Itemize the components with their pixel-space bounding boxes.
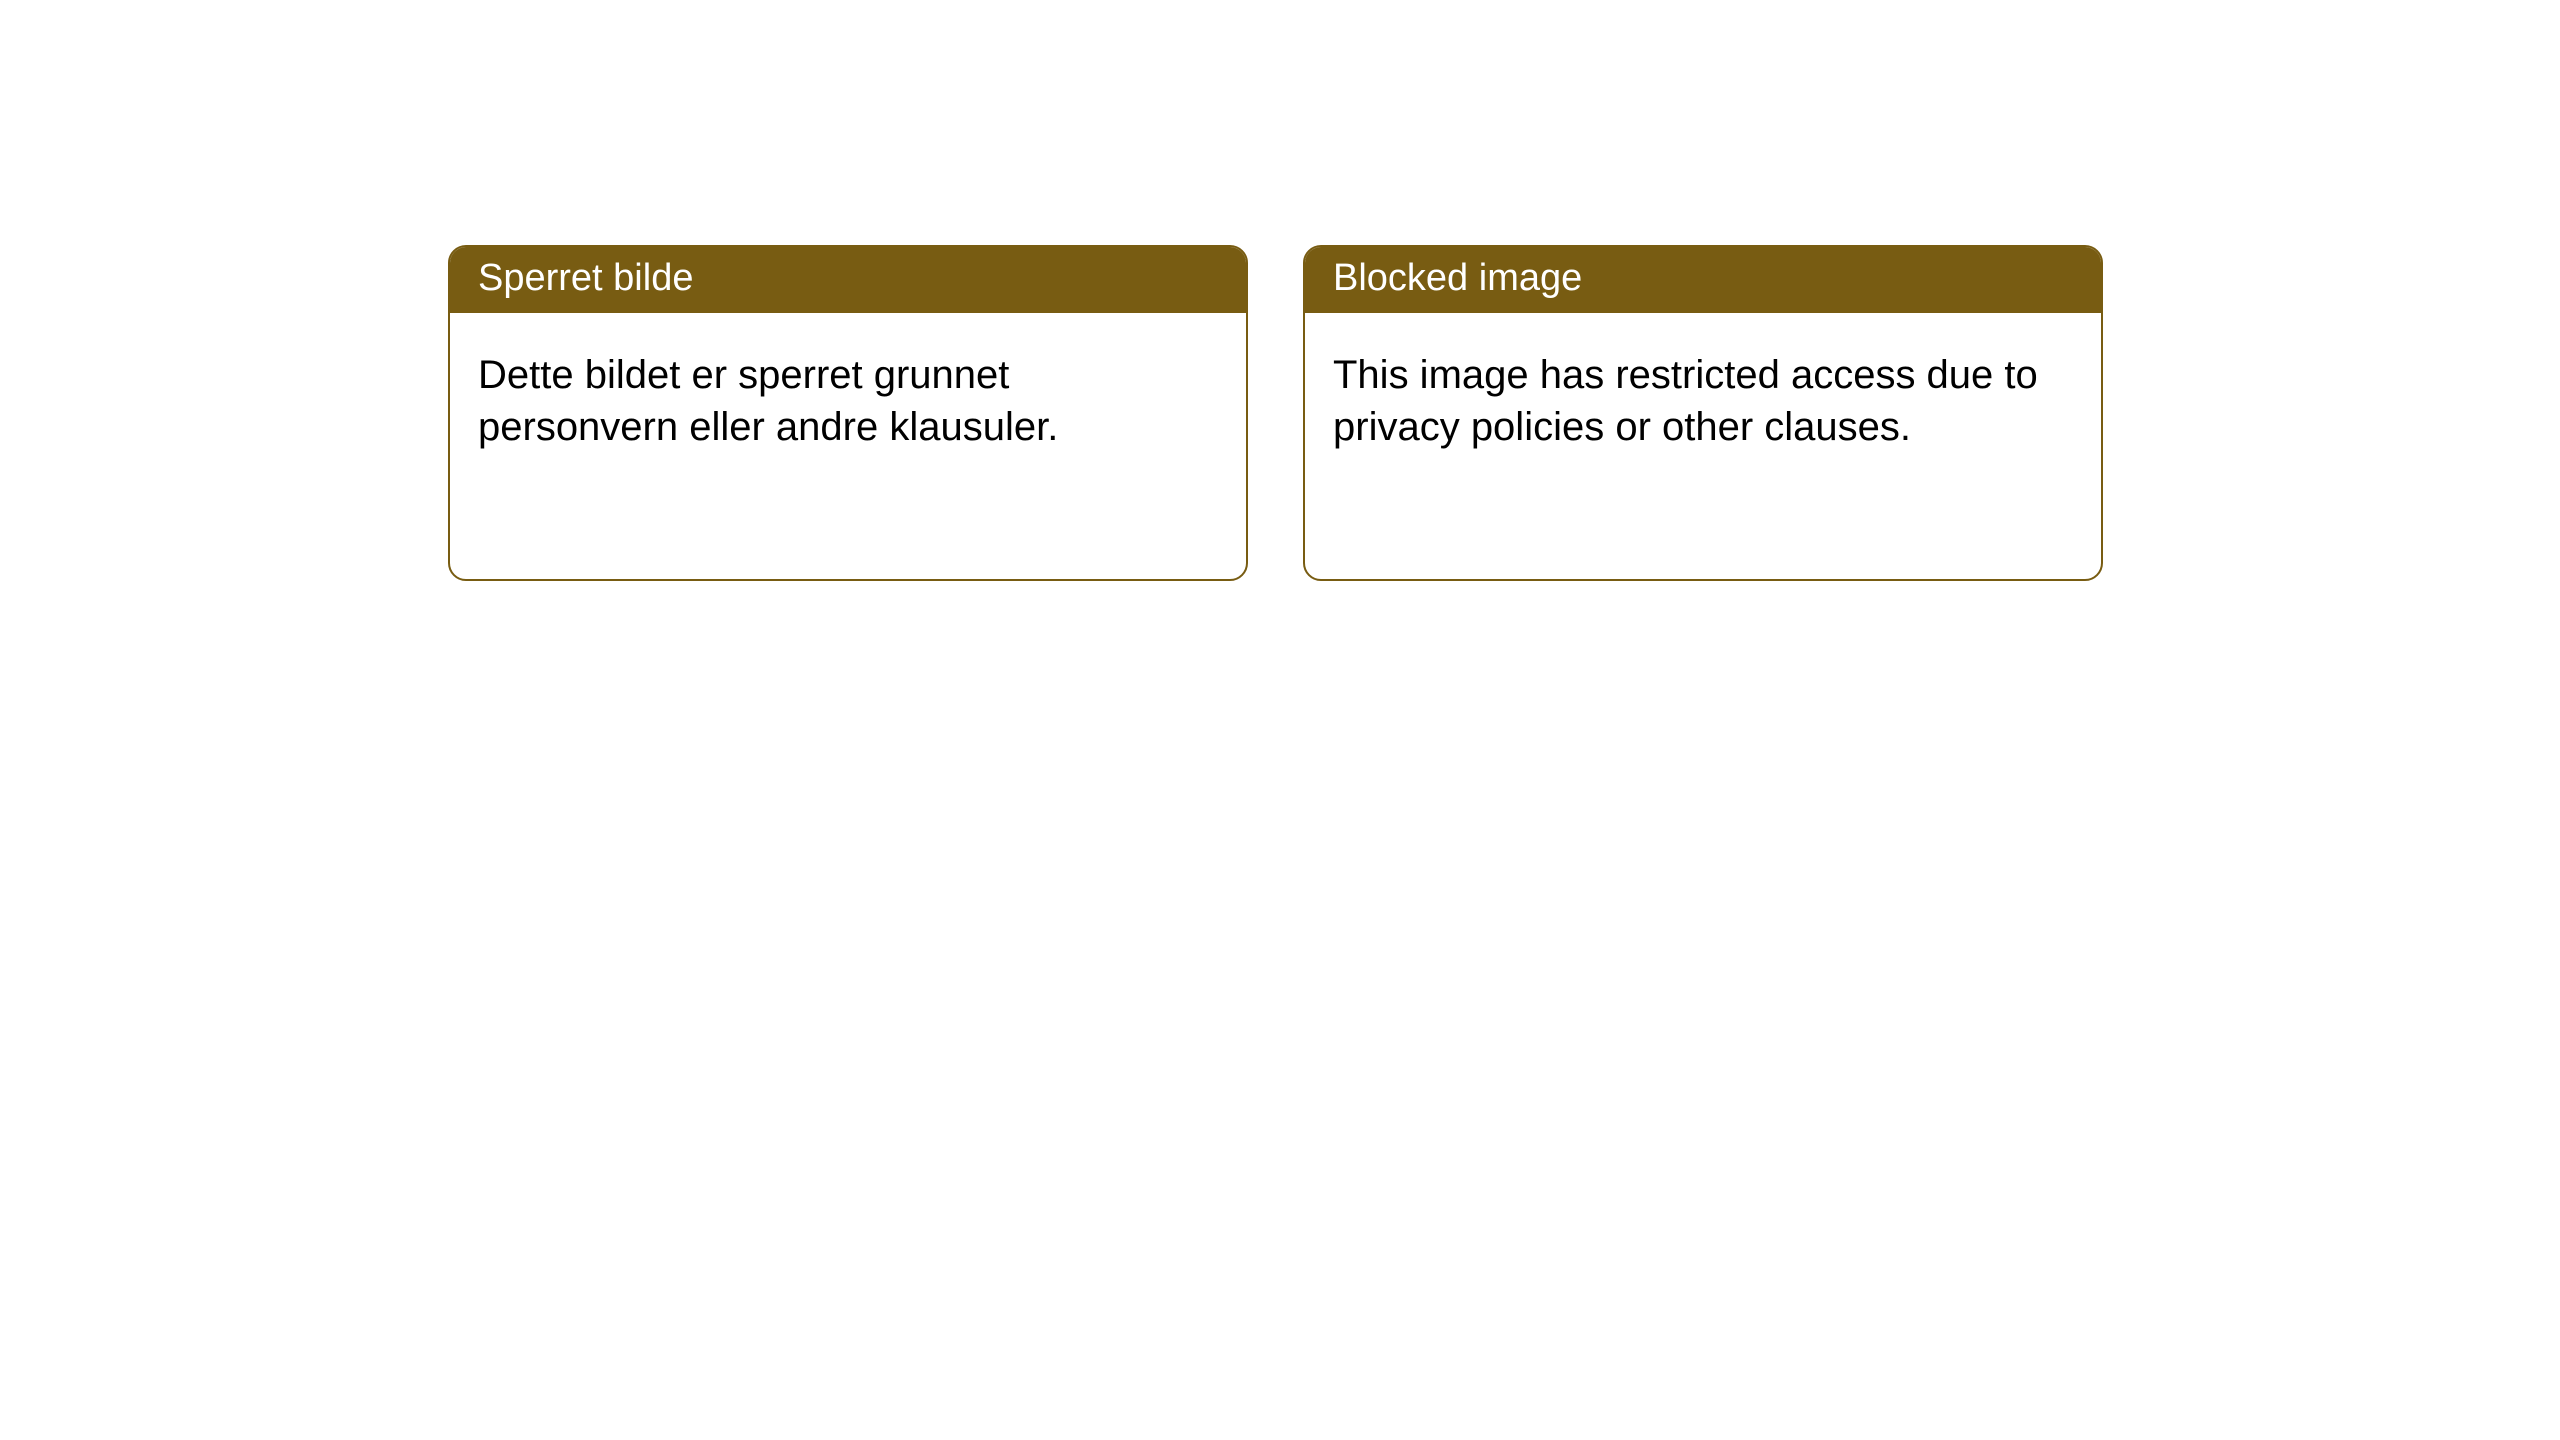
notice-container: Sperret bilde Dette bildet er sperret gr…	[448, 245, 2103, 581]
card-title: Sperret bilde	[450, 247, 1246, 313]
notice-card-english: Blocked image This image has restricted …	[1303, 245, 2103, 581]
card-body: This image has restricted access due to …	[1305, 313, 2101, 483]
notice-card-norwegian: Sperret bilde Dette bildet er sperret gr…	[448, 245, 1248, 581]
card-body: Dette bildet er sperret grunnet personve…	[450, 313, 1246, 483]
card-title: Blocked image	[1305, 247, 2101, 313]
